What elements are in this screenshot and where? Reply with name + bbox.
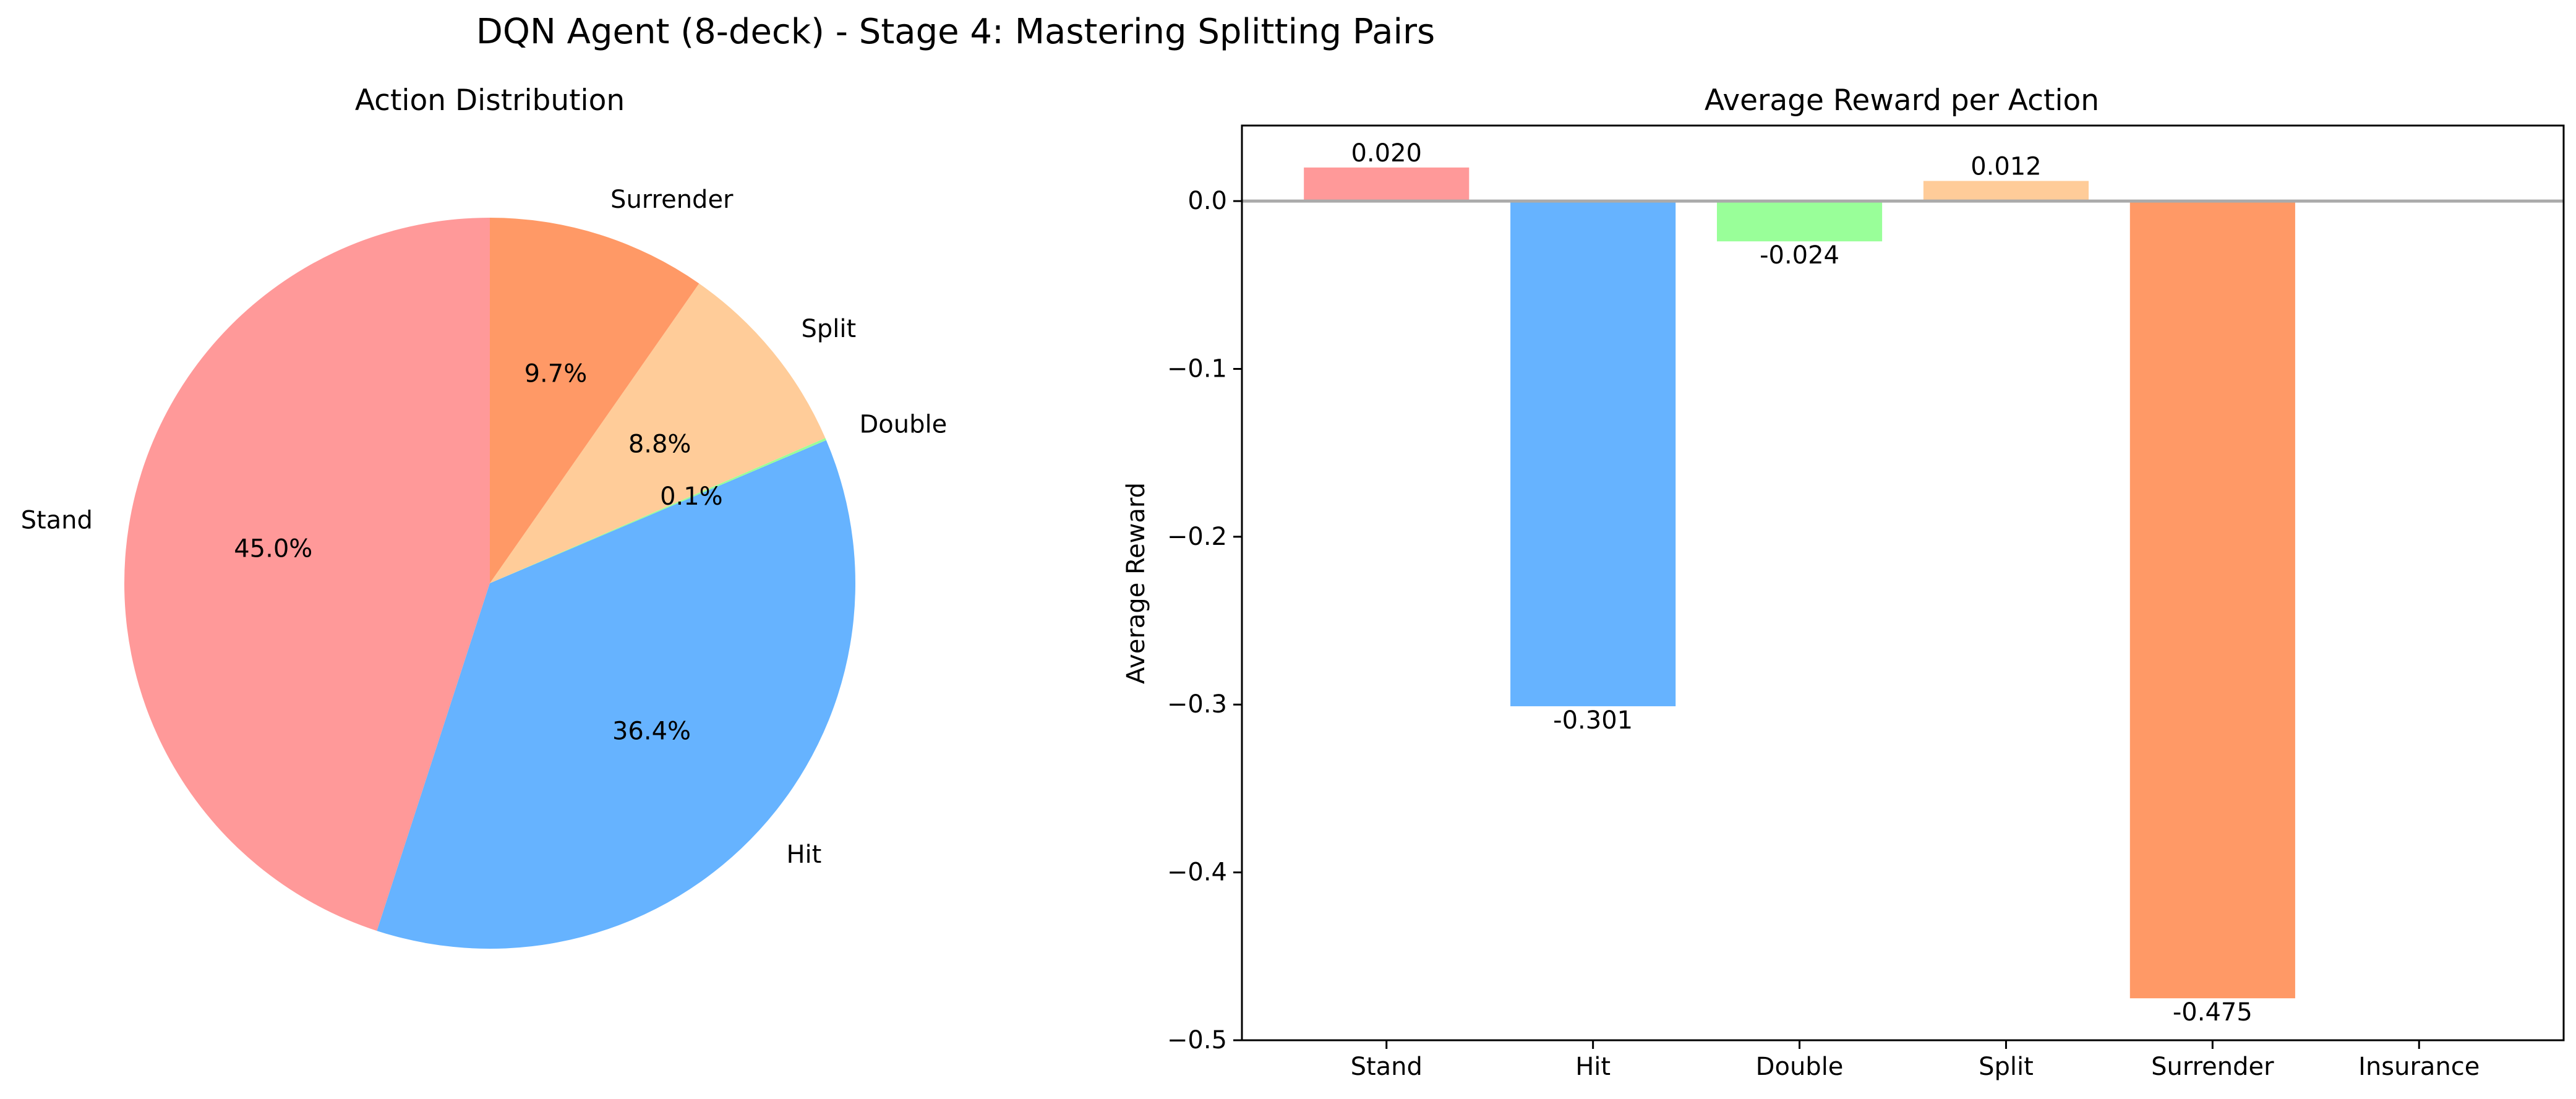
pie-label-surrender: Surrender	[610, 186, 734, 214]
bar-surrender	[2129, 201, 2295, 999]
pie-label-stand: Stand	[21, 506, 93, 534]
bar-hit	[1510, 201, 1676, 706]
figure-title: DQN Agent (8-deck) - Stage 4: Mastering …	[476, 12, 1435, 52]
bar-chart-y-ticks: 0.0 −0.1 −0.2 −0.3 −0.4 −0.5	[1167, 187, 1242, 1054]
pie-chart-title: Action Distribution	[355, 83, 625, 118]
bar-chart-frame	[1241, 124, 2565, 1041]
value-label-split: 0.012	[1971, 153, 2042, 181]
bar-chart-y-axis-label: Average Reward	[1122, 482, 1150, 684]
pie-label-double: Double	[859, 411, 947, 439]
bar-chart-value-labels: 0.020 -0.301 -0.024 0.012 -0.475	[1351, 139, 2252, 1027]
x-tick-label-surrender: Surrender	[2151, 1053, 2274, 1081]
x-tick-label-hit: Hit	[1575, 1053, 1611, 1081]
pie-percent-stand: 45.0%	[234, 535, 312, 563]
pie-slice-stand	[124, 218, 490, 931]
value-label-surrender: -0.475	[2173, 998, 2253, 1027]
bar-split	[1923, 181, 2089, 202]
pie-labels: Stand 45.0% Hit 36.4% Double 0.1% Split 8.8% Sur…	[21, 186, 948, 869]
y-tick-label: −0.1	[1167, 354, 1227, 383]
pie-slice-split	[490, 283, 826, 583]
pie-slice-double	[490, 438, 826, 583]
pie-label-split: Split	[802, 315, 857, 343]
pie-percent-split: 8.8%	[628, 430, 691, 459]
x-tick-label-double: Double	[1756, 1053, 1844, 1081]
y-tick-label: −0.2	[1167, 523, 1227, 551]
y-tick-label: −0.5	[1167, 1026, 1227, 1054]
y-tick-label: −0.4	[1167, 858, 1227, 887]
bar-chart-x-ticks: Stand Hit Double Split Surrender Insurance	[1351, 1040, 2480, 1081]
pie-slices	[124, 218, 855, 949]
pie-slice-hit	[377, 440, 855, 949]
pie-chart: Action Distribution Stand 45.0% Hit 36.4% Do…	[21, 83, 948, 949]
x-tick-label-split: Split	[1979, 1053, 2034, 1081]
value-label-hit: -0.301	[1553, 706, 1633, 735]
bar-chart-title: Average Reward per Action	[1705, 83, 2099, 118]
pie-percent-surrender: 9.7%	[524, 360, 588, 388]
x-tick-label-stand: Stand	[1351, 1053, 1423, 1081]
value-label-stand: 0.020	[1351, 139, 1422, 168]
pie-slice-surrender	[490, 218, 700, 583]
bar-double	[1716, 201, 1883, 242]
x-tick-label-insurance: Insurance	[2358, 1053, 2480, 1081]
value-label-double: -0.024	[1760, 241, 1839, 270]
y-tick-label: 0.0	[1187, 187, 1227, 215]
bar-chart-bars	[1304, 167, 2295, 999]
pie-label-hit: Hit	[786, 840, 821, 869]
pie-percent-double: 0.1%	[660, 482, 723, 511]
pie-percent-hit: 36.4%	[612, 717, 691, 745]
y-tick-label: −0.3	[1167, 690, 1227, 719]
bar-stand	[1304, 167, 1470, 202]
bar-chart: Average Reward per Action Average Reward…	[1122, 83, 2565, 1081]
